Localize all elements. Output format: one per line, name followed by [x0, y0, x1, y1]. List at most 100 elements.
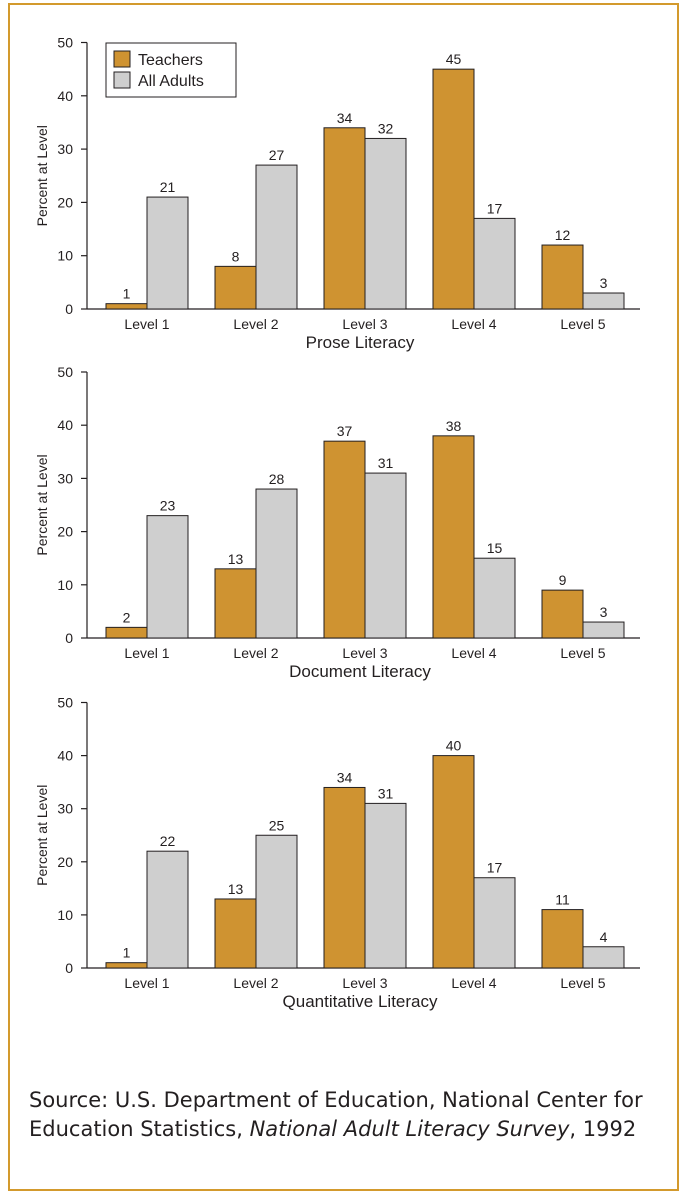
bar-value-label: 37 — [337, 423, 353, 439]
bar-value-label: 3 — [600, 275, 608, 291]
y-tick-label: 30 — [57, 470, 73, 486]
x-tick-label: Level 3 — [342, 645, 387, 661]
bar-all-adults — [473, 557, 516, 639]
bar-value-label: 40 — [446, 738, 462, 754]
bar-teachers — [432, 755, 475, 969]
source-publication: National Adult Literacy Survey — [249, 1117, 570, 1141]
bar-all-adults — [255, 834, 298, 969]
x-tick-label: Level 5 — [560, 316, 605, 332]
y-tick-label: 40 — [57, 417, 73, 433]
x-tick-label: Level 2 — [233, 975, 278, 991]
bar-teachers — [432, 435, 475, 639]
bar-teachers — [105, 303, 148, 310]
bar-all-adults — [582, 946, 625, 969]
bar-value-label: 32 — [378, 120, 394, 136]
y-axis-label: Percent at Level — [34, 785, 50, 886]
x-tick-label: Level 1 — [124, 645, 169, 661]
bar-value-label: 13 — [228, 881, 244, 897]
bar-all-adults — [582, 292, 625, 310]
x-tick-label: Level 5 — [560, 645, 605, 661]
y-tick-label: 50 — [57, 695, 73, 711]
x-tick-label: Level 1 — [124, 975, 169, 991]
y-tick-label: 20 — [57, 194, 73, 210]
bar-all-adults — [582, 621, 625, 639]
bar-teachers — [541, 909, 584, 969]
y-tick-label: 0 — [65, 960, 73, 976]
x-axis-title: Prose Literacy — [306, 333, 415, 352]
bar-all-adults — [146, 196, 189, 310]
y-tick-label: 20 — [57, 524, 73, 540]
bar-value-label: 38 — [446, 418, 462, 434]
bar-value-label: 17 — [487, 200, 503, 216]
source-note: Source: U.S. Department of Education, Na… — [29, 1086, 669, 1144]
y-tick-label: 30 — [57, 141, 73, 157]
y-tick-label: 0 — [65, 301, 73, 317]
bar-teachers — [214, 898, 257, 969]
x-tick-label: Level 4 — [451, 975, 496, 991]
bar-teachers — [432, 68, 475, 310]
bar-value-label: 13 — [228, 551, 244, 567]
bar-teachers — [105, 626, 148, 639]
bar-value-label: 34 — [337, 769, 353, 785]
bar-all-adults — [146, 850, 189, 969]
y-tick-label: 0 — [65, 630, 73, 646]
bar-value-label: 28 — [269, 471, 285, 487]
bar-value-label: 1 — [123, 945, 131, 961]
bar-all-adults — [255, 488, 298, 639]
bar-value-label: 31 — [378, 785, 394, 801]
bar-value-label: 23 — [160, 498, 176, 514]
source-suffix: , 1992 — [569, 1117, 637, 1141]
bar-value-label: 12 — [555, 227, 571, 243]
source-prefix: Source: U.S. Department of Education, Na… — [29, 1088, 643, 1141]
bar-value-label: 22 — [160, 833, 176, 849]
y-tick-label: 30 — [57, 801, 73, 817]
x-tick-label: Level 5 — [560, 975, 605, 991]
x-tick-label: Level 4 — [451, 316, 496, 332]
y-tick-label: 10 — [57, 577, 73, 593]
bar-teachers — [323, 127, 366, 310]
chart-panel-2: 0 10 20 30 40 50 Percent at Level 2 13 37 38 9 23 28 3… — [34, 364, 640, 681]
bar-value-label: 8 — [232, 248, 240, 264]
bar-teachers — [105, 962, 148, 969]
bar-value-label: 4 — [600, 929, 608, 945]
y-axis-label: Percent at Level — [34, 125, 50, 226]
y-tick-label: 40 — [57, 88, 73, 104]
x-tick-label: Level 2 — [233, 316, 278, 332]
bar-value-label: 9 — [559, 572, 567, 588]
bar-value-label: 25 — [269, 817, 285, 833]
chart-panel-1: 0 10 20 30 40 50 Percent at Level 1 8 34 45 12 21 27 3… — [34, 35, 640, 352]
bar-value-label: 3 — [600, 604, 608, 620]
bar-value-label: 34 — [337, 110, 353, 126]
y-tick-label: 10 — [57, 248, 73, 264]
x-axis-title: Document Literacy — [289, 662, 431, 681]
bar-value-label: 31 — [378, 455, 394, 471]
legend-label: Teachers — [138, 52, 203, 69]
legend-swatch — [113, 71, 131, 89]
x-tick-label: Level 4 — [451, 645, 496, 661]
bar-teachers — [323, 440, 366, 639]
x-tick-label: Level 3 — [342, 316, 387, 332]
x-axis-title: Quantitative Literacy — [283, 992, 438, 1011]
legend-swatch — [113, 50, 131, 68]
y-tick-label: 40 — [57, 748, 73, 764]
bar-value-label: 11 — [555, 892, 570, 908]
bar-teachers — [541, 589, 584, 639]
x-tick-label: Level 1 — [124, 316, 169, 332]
x-tick-label: Level 2 — [233, 645, 278, 661]
bar-value-label: 27 — [269, 147, 285, 163]
bar-value-label: 1 — [123, 286, 131, 302]
bar-teachers — [214, 568, 257, 639]
bar-value-label: 21 — [160, 179, 176, 195]
bar-all-adults — [473, 877, 516, 969]
bar-all-adults — [146, 515, 189, 639]
y-tick-label: 10 — [57, 907, 73, 923]
bar-value-label: 45 — [446, 51, 462, 67]
bar-all-adults — [364, 137, 407, 310]
x-tick-label: Level 3 — [342, 975, 387, 991]
bar-all-adults — [473, 217, 516, 310]
y-tick-label: 50 — [57, 35, 73, 51]
bar-all-adults — [364, 472, 407, 639]
legend: Teachers All Adults — [105, 42, 237, 98]
chart-panel-3: 0 10 20 30 40 50 Percent at Level 1 13 34 40 11 22 25… — [34, 695, 640, 1011]
